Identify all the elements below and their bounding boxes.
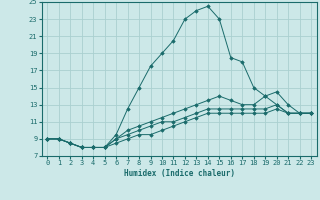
X-axis label: Humidex (Indice chaleur): Humidex (Indice chaleur)	[124, 169, 235, 178]
